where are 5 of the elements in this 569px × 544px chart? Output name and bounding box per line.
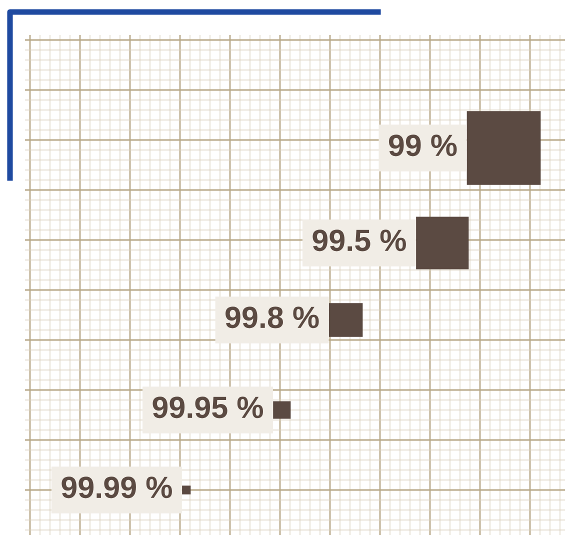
data-label: 99.5 % xyxy=(312,230,406,252)
data-label: 99 % xyxy=(388,134,457,156)
data-label: 99.95 % xyxy=(152,396,263,418)
data-label: 99.8 % xyxy=(226,306,319,328)
data-label: 99.99 % xyxy=(62,476,172,498)
